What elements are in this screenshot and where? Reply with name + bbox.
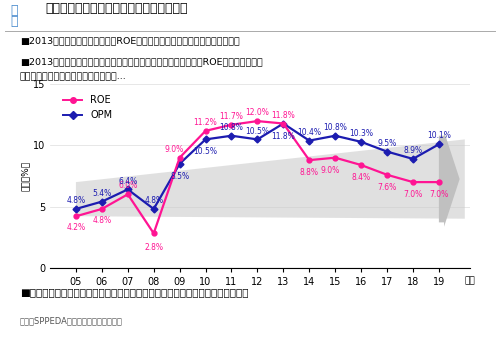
ROE [73, 214, 79, 218]
Text: 水準は並み以下に下がってしまった...: 水準は並み以下に下がってしまった... [20, 73, 127, 82]
ROE [99, 207, 105, 211]
Line: ROE: ROE [74, 119, 442, 236]
ROE [150, 231, 156, 235]
ROE [410, 180, 416, 184]
Text: 10.5%: 10.5% [246, 127, 270, 136]
Text: 7.0%: 7.0% [404, 190, 422, 199]
Text: 9.5%: 9.5% [378, 139, 396, 148]
Text: ■2013年までは、営業利益率もROEも共に素晴らしい水準まで上がってきた: ■2013年までは、営業利益率もROEも共に素晴らしい水準まで上がってきた [20, 36, 240, 45]
Text: 12.0%: 12.0% [246, 108, 270, 117]
Text: 4.8%: 4.8% [144, 196, 164, 205]
ROE [125, 192, 131, 196]
Text: 年度: 年度 [465, 277, 475, 286]
Text: 6.4%: 6.4% [118, 177, 138, 186]
Text: 9.0%: 9.0% [164, 145, 184, 154]
Text: 11.8%: 11.8% [272, 132, 295, 140]
Text: ■2013年以降も営業利益「率」は高い水準を維持できているが、ROEという「複利」: ■2013年以降も営業利益「率」は高い水準を維持できているが、ROEという「複利… [20, 57, 263, 66]
OPM [384, 150, 390, 154]
Text: 8.4%: 8.4% [352, 173, 370, 182]
Text: 4.8%: 4.8% [66, 196, 86, 205]
OPM [254, 137, 260, 142]
OPM [228, 134, 234, 138]
Text: 4.8%: 4.8% [92, 215, 112, 225]
ROE [358, 163, 364, 167]
OPM [332, 134, 338, 138]
OPM [306, 138, 312, 143]
Text: 6.0%: 6.0% [118, 182, 138, 190]
Text: 勝者の呵い（２）：「平均回帰」の具体例: 勝者の呵い（２）：「平均回帰」の具体例 [45, 2, 188, 15]
ROE [228, 122, 234, 127]
Text: 11.2%: 11.2% [194, 118, 218, 127]
ROE [384, 173, 390, 177]
Text: 2.8%: 2.8% [144, 243, 163, 252]
OPM [280, 121, 286, 126]
Text: 10.8%: 10.8% [323, 123, 347, 132]
OPM [125, 187, 131, 191]
Text: 7.6%: 7.6% [378, 183, 396, 192]
Text: 4.2%: 4.2% [66, 223, 86, 232]
Text: 10.3%: 10.3% [349, 129, 373, 138]
OPM [99, 200, 105, 204]
OPM [176, 162, 182, 166]
ROE [202, 129, 208, 133]
Text: 出所：SPPEDAを基に、みさき投賄作成: 出所：SPPEDAを基に、みさき投賄作成 [20, 316, 123, 325]
OPM [358, 140, 364, 144]
OPM [436, 142, 442, 146]
OPM [202, 137, 208, 142]
Polygon shape [76, 139, 465, 219]
Text: 8.5%: 8.5% [170, 172, 189, 181]
Text: 11.7%: 11.7% [220, 112, 244, 121]
Y-axis label: 指標（%）: 指標（%） [21, 161, 30, 191]
ROE [306, 158, 312, 162]
ROE [332, 156, 338, 160]
Text: 10.8%: 10.8% [220, 123, 244, 132]
OPM [150, 207, 156, 211]
ROE [436, 180, 442, 184]
Text: 7.0%: 7.0% [430, 190, 448, 199]
ROE [280, 121, 286, 126]
Text: 10.1%: 10.1% [427, 131, 451, 140]
Text: 10.5%: 10.5% [194, 147, 218, 156]
Text: 11.8%: 11.8% [272, 111, 295, 120]
Text: 5.4%: 5.4% [92, 189, 112, 198]
Text: ■「額」「率」の経営だけを追いかけていても、「複利」の経営には近づけない: ■「額」「率」の経営だけを追いかけていても、「複利」の経営には近づけない [20, 287, 248, 297]
OPM [410, 157, 416, 161]
Text: 〜
〜: 〜 〜 [10, 4, 18, 28]
Line: OPM: OPM [74, 121, 442, 212]
ROE [176, 156, 182, 160]
Legend: ROE, OPM: ROE, OPM [59, 91, 116, 124]
OPM [73, 207, 79, 211]
FancyArrow shape [439, 131, 460, 227]
Text: 8.8%: 8.8% [300, 168, 319, 177]
ROE [254, 119, 260, 123]
Text: 10.4%: 10.4% [298, 128, 322, 137]
Text: 8.9%: 8.9% [404, 146, 422, 155]
Text: 9.0%: 9.0% [320, 166, 340, 175]
